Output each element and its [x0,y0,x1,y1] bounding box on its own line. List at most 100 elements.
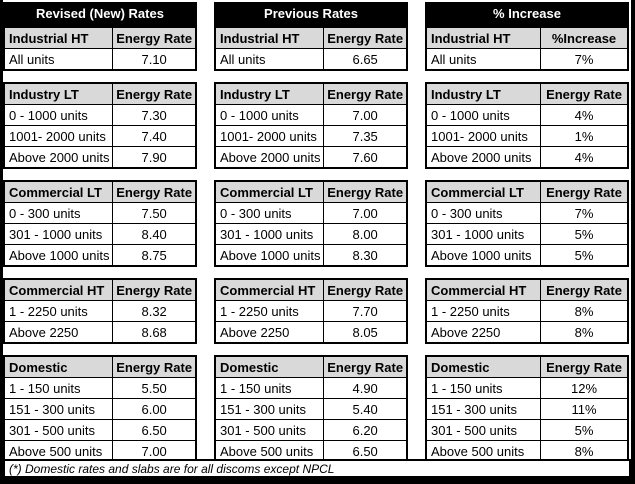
table-row: Above 500 units 8% [427,440,627,461]
table-row: Above 1000 units 8.30 [216,244,406,265]
table-row: 0 - 1000 units 7.30 [5,104,195,125]
category-header: Domestic [427,357,541,377]
rate-value: 7.70 [352,303,378,319]
slab-label: 0 - 300 units [5,203,114,223]
table-row: 301 - 1000 units 8.00 [216,223,406,244]
value-header: Energy Rate [324,182,406,202]
rate-value: 6.50 [141,422,167,438]
table-row: 0 - 1000 units 4% [427,104,627,125]
section-header-row: Domestic Energy Rate [427,357,627,377]
table-row: 0 - 300 units 7% [427,202,627,223]
slab-label: Above 500 units [216,441,325,461]
table-row: 1 - 2250 units 7.70 [216,300,406,321]
section-industrial-ht: Industrial HT %Increase All units 7% [425,26,629,71]
table-row: Above 2250 8.68 [5,321,195,342]
value-header: Energy Rate [324,280,406,300]
rate-value: 7.30 [141,107,167,123]
section-industry-lt: Industry LT Energy Rate 0 - 1000 units 7.00… [214,82,408,169]
slab-label: 1001- 2000 units [216,126,325,146]
rate-value: 7.50 [141,205,167,221]
table-row: 301 - 500 units 6.20 [216,419,406,440]
value-header: Energy Rate [113,84,195,104]
table-row: 301 - 1000 units 5% [427,223,627,244]
category-header: Domestic [216,357,325,377]
slab-label: All units [216,49,325,69]
slab-label: Above 500 units [5,441,114,461]
section-header-row: Industrial HT %Increase [427,28,627,48]
slab-label: 301 - 500 units [5,420,114,440]
slab-label: All units [5,49,114,69]
section-header-row: Industry LT Energy Rate [216,84,406,104]
table-row: Above 1000 units 8.75 [5,244,195,265]
category-header: Commercial HT [427,280,541,300]
category-header: Industrial HT [5,28,114,48]
column-title: Previous Rates [214,2,408,26]
table-row: 1 - 2250 units 8% [427,300,627,321]
section-header-row: Commercial HT Energy Rate [5,280,195,300]
slab-label: 151 - 300 units [5,399,114,419]
table-row: 301 - 500 units 5% [427,419,627,440]
slab-label: Above 1000 units [216,245,325,265]
table-row: Above 2000 units 7.90 [5,146,195,167]
slab-label: Above 2000 units [216,147,325,167]
value-header: Energy Rate [324,28,406,48]
rate-value: 7.90 [141,149,167,165]
slab-label: 1 - 150 units [216,378,325,398]
rate-value: 7.00 [352,205,378,221]
rate-value: 8% [574,443,594,459]
section-industrial-ht: Industrial HT Energy Rate All units 6.65 [214,26,408,71]
table-row: 1 - 150 units 4.90 [216,377,406,398]
table-row: 1 - 150 units 12% [427,377,627,398]
section-header-row: Industry LT Energy Rate [427,84,627,104]
section-header-row: Commercial LT Energy Rate [427,182,627,202]
rate-value: 5% [574,226,594,242]
table-row: Above 500 units 6.50 [216,440,406,461]
slab-label: Above 1000 units [427,245,541,265]
rate-value: 1% [574,128,594,144]
rate-value: 7.35 [352,128,378,144]
rate-value: 8.32 [141,303,167,319]
table-row: 0 - 1000 units 7.00 [216,104,406,125]
column-title: Revised (New) Rates [3,2,197,26]
slab-label: Above 500 units [427,441,541,461]
table-row: 1001- 2000 units 7.40 [5,125,195,146]
rate-value: 12% [570,380,598,396]
slab-label: Above 2000 units [5,147,114,167]
section-industry-lt: Industry LT Energy Rate 0 - 1000 units 4% 10… [425,82,629,169]
rate-value: 6.50 [352,443,378,459]
rate-value: 5% [574,422,594,438]
table-row: 1001- 2000 units 1% [427,125,627,146]
table-row: 151 - 300 units 5.40 [216,398,406,419]
table-row: Above 2250 8.05 [216,321,406,342]
rate-value: 4% [574,149,594,165]
rate-value: 8% [574,324,594,340]
category-header: Commercial HT [216,280,325,300]
table-row: All units 6.65 [216,48,406,69]
value-header: Energy Rate [541,182,627,202]
section-industry-lt: Industry LT Energy Rate 0 - 1000 units 7.30… [3,82,197,169]
section-domestic: Domestic Energy Rate 1 - 150 units 12% 151 -… [425,355,629,463]
category-header: Commercial LT [427,182,541,202]
table-row: 0 - 300 units 7.50 [5,202,195,223]
value-header: Energy Rate [113,182,195,202]
rate-value: 8.05 [352,324,378,340]
column-title: % Increase [425,2,629,26]
slab-label: 1 - 2250 units [216,301,325,321]
slab-label: Above 2000 units [427,147,541,167]
slab-label: All units [427,49,541,69]
rate-value: 7.00 [141,443,167,459]
section-commercial-ht: Commercial HT Energy Rate 1 - 2250 units 7.… [214,278,408,344]
rate-value: 7% [574,205,594,221]
rate-value: 4% [574,107,594,123]
rate-value: 8.30 [352,247,378,263]
table-row: Above 1000 units 5% [427,244,627,265]
rate-value: 8.40 [141,226,167,242]
footnote-text: (*) Domestic rates and slabs are for all… [9,461,335,476]
category-header: Industrial HT [216,28,325,48]
rate-value: 7.00 [352,107,378,123]
table-row: 301 - 500 units 6.50 [5,419,195,440]
slab-label: 1001- 2000 units [5,126,114,146]
section-header-row: Industrial HT Energy Rate [5,28,195,48]
slab-label: 1 - 2250 units [427,301,541,321]
table-row: 151 - 300 units 6.00 [5,398,195,419]
